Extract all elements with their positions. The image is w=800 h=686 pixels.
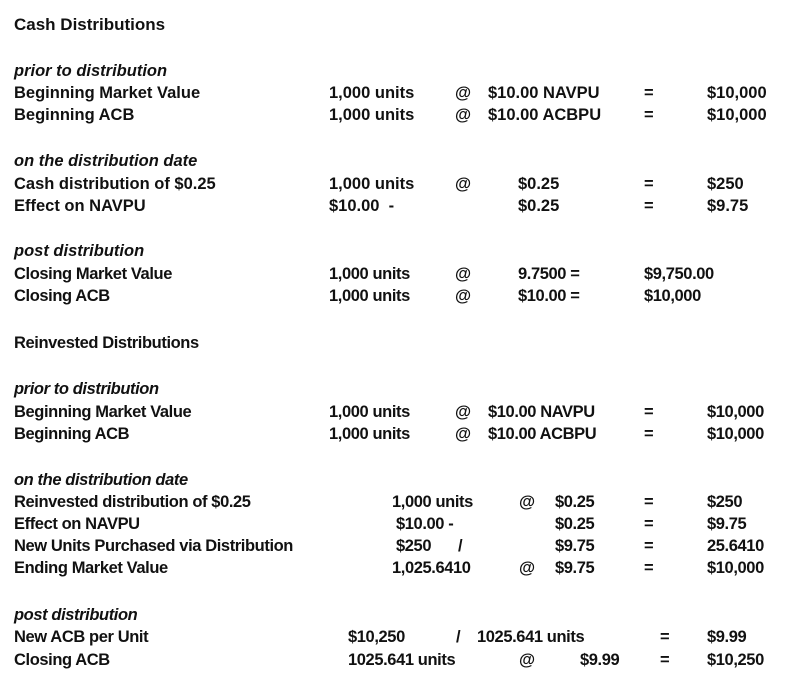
row-quantity: $10.00 -: [396, 515, 454, 533]
row-operator: @: [519, 493, 535, 511]
row-price: $10.00 ACBPU: [488, 425, 597, 443]
row-label: Cash distribution of $0.25: [14, 175, 216, 193]
row-equals: =: [644, 197, 654, 215]
row-price: $10.00 ACBPU: [488, 106, 602, 124]
row-quantity: 1,000 units: [329, 175, 415, 193]
row-equals: =: [644, 425, 654, 443]
row-price: $9.99: [580, 651, 620, 669]
row-operator: @: [455, 175, 472, 193]
row-price: $9.75: [555, 537, 595, 555]
row-result: $10,000: [707, 84, 767, 102]
reinvested-section-title: Reinvested Distributions: [14, 334, 199, 352]
row-price: $10.00 =: [518, 287, 580, 305]
row-result: $10,000: [644, 287, 701, 305]
cash-post-heading: post distribution: [14, 242, 145, 260]
row-equals: =: [644, 84, 654, 102]
row-label: Beginning Market Value: [14, 84, 201, 102]
row-label: Closing ACB: [14, 287, 110, 305]
cash-section-title: Cash Distributions: [14, 15, 166, 34]
row-label: Effect on NAVPU: [14, 515, 140, 533]
reinvested-prior-heading: prior to distribution: [14, 380, 159, 398]
row-label: Ending Market Value: [14, 559, 168, 577]
row-label: Beginning Market Value: [14, 403, 192, 421]
row-price: $10.00 NAVPU: [488, 403, 595, 421]
row-price: $0.25: [518, 197, 560, 215]
row-result: $9,750.00: [644, 265, 714, 283]
row-price: 9.7500 =: [518, 265, 580, 283]
row-equals: =: [644, 515, 654, 533]
row-quantity: $10.00 -: [329, 197, 395, 215]
row-price: $0.25: [555, 515, 595, 533]
row-label: New Units Purchased via Distribution: [14, 537, 293, 555]
row-operator: @: [519, 559, 535, 577]
row-price: $0.25: [555, 493, 595, 511]
row-operator: @: [455, 84, 472, 102]
row-quantity: 1,000 units: [329, 265, 410, 283]
row-result: 25.6410: [707, 537, 764, 555]
row-equals: =: [644, 537, 654, 555]
row-quantity: 1,000 units: [329, 287, 410, 305]
row-equals: =: [644, 403, 654, 421]
row-operator: @: [455, 403, 471, 421]
row-result: $9.75: [707, 197, 749, 215]
row-result: $10,000: [707, 403, 764, 421]
row-quantity: 1,000 units: [329, 403, 410, 421]
row-operator: @: [455, 425, 471, 443]
row-result: $10,000: [707, 559, 764, 577]
row-result: $250: [707, 175, 744, 193]
row-operator: @: [455, 287, 471, 305]
row-quantity: 1,000 units: [329, 84, 415, 102]
row-quantity: 1,025.6410: [392, 559, 471, 577]
row-quantity: $250: [396, 537, 432, 555]
row-quantity: $10,250: [348, 628, 405, 646]
row-quantity: 1,000 units: [329, 425, 410, 443]
row-equals: =: [644, 493, 654, 511]
row-result: $250: [707, 493, 743, 511]
row-price: 1025.641 units: [477, 628, 585, 646]
row-quantity: 1025.641 units: [348, 651, 456, 669]
row-label: Beginning ACB: [14, 425, 130, 443]
row-operator: @: [519, 651, 535, 669]
row-operator: @: [455, 106, 472, 124]
row-price: $9.75: [555, 559, 595, 577]
row-result: $9.75: [707, 515, 747, 533]
row-label: Closing ACB: [14, 651, 110, 669]
row-quantity: 1,000 units: [329, 106, 415, 124]
cash-prior-heading: prior to distribution: [14, 62, 168, 80]
row-label: Effect on NAVPU: [14, 197, 146, 215]
row-label: Reinvested distribution of $0.25: [14, 493, 251, 511]
row-price: $0.25: [518, 175, 560, 193]
row-result: $10,000: [707, 425, 764, 443]
row-result: $10,250: [707, 651, 764, 669]
row-equals: =: [644, 175, 654, 193]
row-quantity: 1,000 units: [392, 493, 473, 511]
reinvested-on-date-heading: on the distribution date: [14, 471, 188, 489]
row-equals: =: [660, 628, 670, 646]
cash-on-date-heading: on the distribution date: [14, 152, 198, 170]
row-operator: /: [458, 537, 463, 555]
row-label: Beginning ACB: [14, 106, 135, 124]
reinvested-post-heading: post distribution: [14, 606, 138, 624]
row-price: $10.00 NAVPU: [488, 84, 600, 102]
row-label: New ACB per Unit: [14, 628, 149, 646]
row-operator: @: [455, 265, 471, 283]
row-operator: /: [456, 628, 461, 646]
row-equals: =: [644, 106, 654, 124]
row-label: Closing Market Value: [14, 265, 172, 283]
row-result: $10,000: [707, 106, 767, 124]
row-equals: =: [644, 559, 654, 577]
row-result: $9.99: [707, 628, 747, 646]
row-equals: =: [660, 651, 670, 669]
